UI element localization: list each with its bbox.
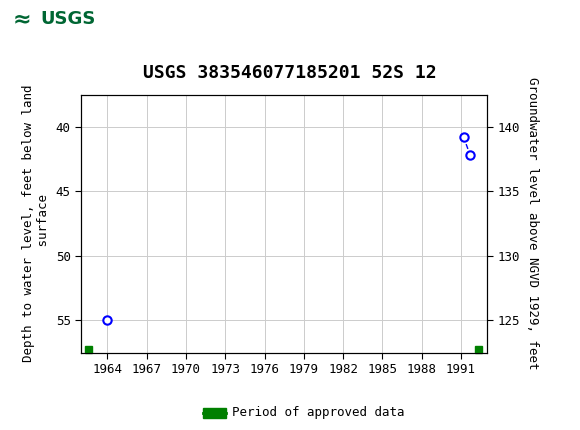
Text: Period of approved data: Period of approved data — [232, 406, 404, 419]
Bar — [85, 346, 92, 353]
Bar — [475, 346, 483, 353]
Y-axis label: Groundwater level above NGVD 1929, feet: Groundwater level above NGVD 1929, feet — [525, 77, 539, 370]
Text: USGS 383546077185201 52S 12: USGS 383546077185201 52S 12 — [143, 64, 437, 82]
Y-axis label: Depth to water level, feet below land
 surface: Depth to water level, feet below land su… — [22, 85, 50, 362]
Bar — [6, 3, 93, 36]
Text: USGS: USGS — [41, 10, 96, 28]
Text: ≈: ≈ — [13, 9, 31, 29]
